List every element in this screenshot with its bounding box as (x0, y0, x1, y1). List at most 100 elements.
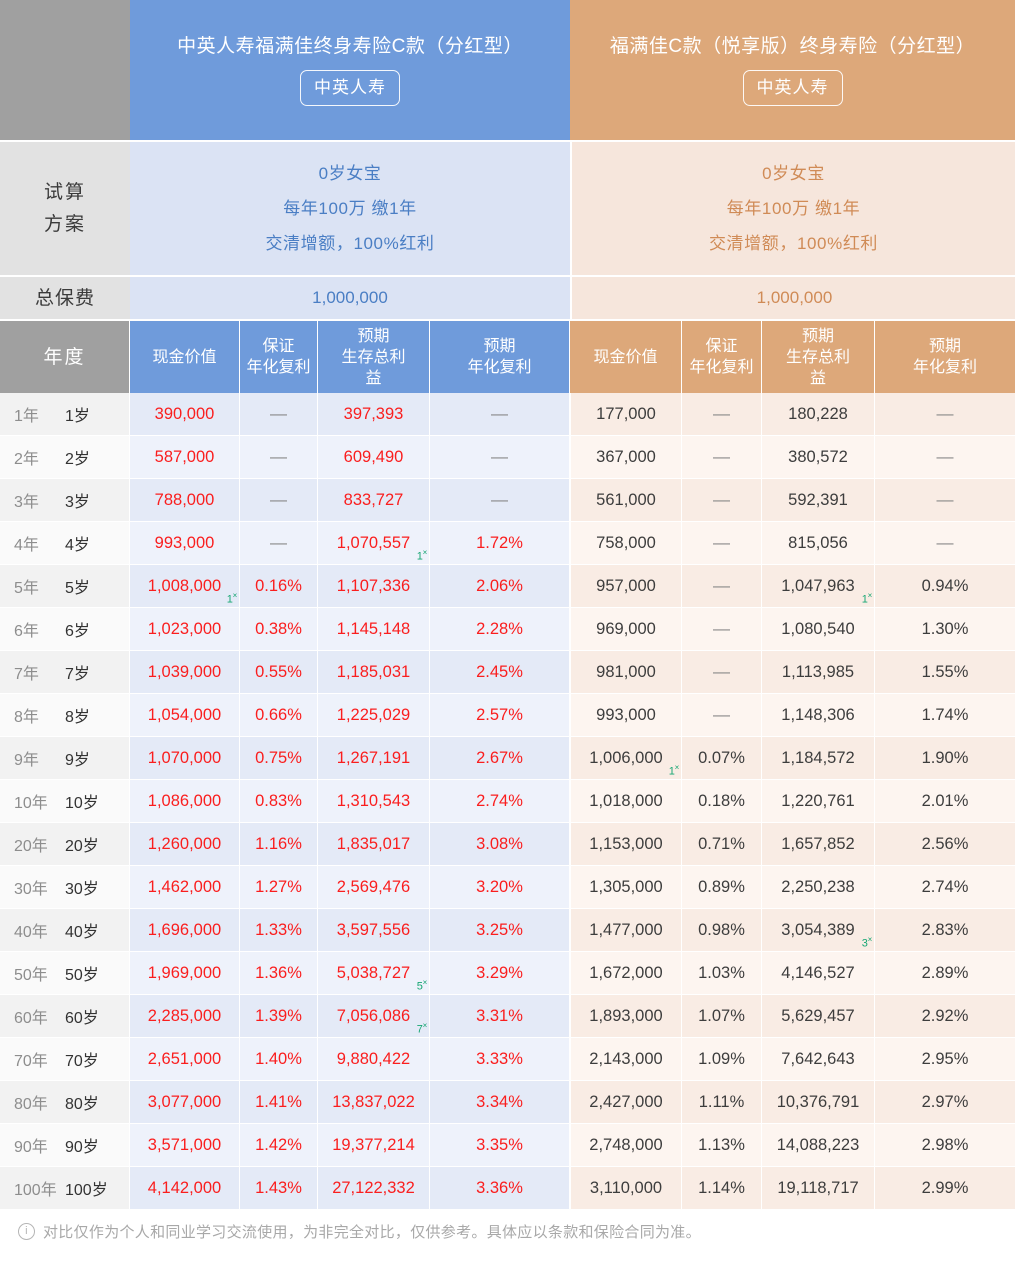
product-header-band: 中英人寿福满佳终身寿险C款（分红型） 中英人寿 福满佳C款（悦享版）终身寿险（分… (0, 0, 1015, 140)
column-header-right-expected-total: 预期 生存总利 益 (762, 321, 875, 393)
expected-total-line2-right: 生存总利 (785, 348, 850, 366)
cell-right-guaranteed-rate: 1.03% (682, 952, 762, 995)
cell-left-expected-rate: 2.57% (430, 694, 570, 737)
guaranteed-rate-line1-right: 保证 (705, 338, 738, 355)
row-age: 80岁 (65, 1096, 99, 1113)
cell-left-expected-rate: 1.72% (430, 522, 570, 565)
cell-left-guaranteed-rate: 1.16% (240, 823, 318, 866)
cell-left-expected-rate: 3.36% (430, 1167, 570, 1210)
cell-right-expected-total: 14,088,223 (762, 1124, 875, 1167)
cell-right-expected-total: 592,391 (762, 479, 875, 522)
plan-line-left-0: 0岁女宝 (318, 164, 382, 183)
cell-right-expected-rate: 2.95% (875, 1038, 1015, 1081)
plan-label-line1: 试算 (43, 181, 86, 203)
cell-right-guaranteed-rate: 0.71% (682, 823, 762, 866)
cell-left-guaranteed-rate: 0.55% (240, 651, 318, 694)
cell-right-cash-value: 367,000 (570, 436, 682, 479)
cell-left-guaranteed-rate: 1.43% (240, 1167, 318, 1210)
row-year: 30年 (14, 881, 48, 898)
cell-left-expected-total: 1,070,557 1× (318, 522, 430, 565)
row-age: 8岁 (65, 709, 90, 726)
cell-right-guaranteed-rate: 0.98% (682, 909, 762, 952)
cell-left-expected-rate: 3.33% (430, 1038, 570, 1081)
expected-rate-line2-right: 年化复利 (912, 359, 977, 376)
cell-right-expected-total: 1,657,852 (762, 823, 875, 866)
table-row: 90年 90岁 3,571,000 1.42% 19,377,214 3.35% 2,748… (0, 1124, 1015, 1167)
guaranteed-rate-line2: 年化复利 (246, 359, 311, 376)
row-age: 50岁 (65, 967, 99, 984)
plan-band: 试算 方案 0岁女宝 每年100万 缴1年 交清增额，100%红利 0岁女宝 每… (0, 140, 1015, 275)
cell-left-expected-total: 833,727 (318, 479, 430, 522)
cell-right-cash-value: 1,305,000 (570, 866, 682, 909)
table-row: 3年 3岁 788,000—833,727—561,000—592,391— (0, 479, 1015, 522)
multiplier-badge: 7× (416, 1021, 428, 1036)
cell-right-cash-value: 3,110,000 (570, 1167, 682, 1210)
cell-right-guaranteed-rate: — (682, 522, 762, 565)
cell-left-cash-value: 1,039,000 (130, 651, 240, 694)
cell-right-cash-value: 1,018,000 (570, 780, 682, 823)
cell-left-expected-total: 1,185,031 (318, 651, 430, 694)
cell-right-guaranteed-rate: 1.07% (682, 995, 762, 1038)
column-header-right-cash-value: 现金价值 (570, 321, 682, 393)
row-age: 4岁 (65, 537, 90, 554)
cell-right-guaranteed-rate: 1.13% (682, 1124, 762, 1167)
cell-left-expected-rate: 3.20% (430, 866, 570, 909)
header-corner-spacer (0, 0, 130, 140)
cell-right-guaranteed-rate: 0.07% (682, 737, 762, 780)
cell-right-cash-value: 2,748,000 (570, 1124, 682, 1167)
column-header-left-cash-value: 现金价值 (130, 321, 240, 393)
cell-left-guaranteed-rate: 0.66% (240, 694, 318, 737)
plan-row-label: 试算 方案 (0, 142, 130, 275)
cell-right-cash-value: 2,427,000 (570, 1081, 682, 1124)
row-year: 8年 (14, 709, 39, 726)
cell-left-expected-total: 609,490 (318, 436, 430, 479)
cell-left-expected-rate: 3.25% (430, 909, 570, 952)
cell-right-expected-rate: 2.89% (875, 952, 1015, 995)
cell-right-cash-value: 957,000 (570, 565, 682, 608)
row-year-age: 9年 9岁 (0, 737, 130, 780)
cell-right-cash-value: 993,000 (570, 694, 682, 737)
cell-left-expected-total: 5,038,727 5× (318, 952, 430, 995)
cell-left-expected-rate: 2.67% (430, 737, 570, 780)
row-age: 100岁 (65, 1182, 108, 1199)
cell-left-guaranteed-rate: 1.42% (240, 1124, 318, 1167)
row-year: 60年 (14, 1010, 48, 1027)
expected-total-line3-right: 益 (809, 369, 826, 387)
cell-right-guaranteed-rate: — (682, 436, 762, 479)
cell-right-cash-value: 2,143,000 (570, 1038, 682, 1081)
cell-right-expected-total: 4,146,527 (762, 952, 875, 995)
table-row: 50年 50岁 1,969,000 1.36% 5,038,727 5× 3.29% 1,67… (0, 952, 1015, 995)
cell-right-cash-value: 1,006,000 1× (570, 737, 682, 780)
cell-right-guaranteed-rate: 0.18% (682, 780, 762, 823)
cell-left-guaranteed-rate: 0.38% (240, 608, 318, 651)
cell-left-guaranteed-rate: — (240, 436, 318, 479)
cell-right-expected-rate: — (875, 479, 1015, 522)
row-year: 90年 (14, 1139, 48, 1156)
cell-left-expected-total: 1,225,029 (318, 694, 430, 737)
cell-right-cash-value: 561,000 (570, 479, 682, 522)
cell-left-cash-value: 3,077,000 (130, 1081, 240, 1124)
cell-right-cash-value: 981,000 (570, 651, 682, 694)
plan-details-right: 0岁女宝 每年100万 缴1年 交清增额，100%红利 (570, 142, 1015, 275)
cell-left-expected-total: 27,122,332 (318, 1167, 430, 1210)
cell-right-expected-total: 380,572 (762, 436, 875, 479)
cell-left-expected-total: 1,310,543 (318, 780, 430, 823)
row-year-age: 10年 10岁 (0, 780, 130, 823)
column-header-left-guaranteed-rate: 保证 年化复利 (240, 321, 318, 393)
table-row: 100年 100岁 4,142,000 1.43% 27,122,332 3.36% 3,1… (0, 1167, 1015, 1210)
table-row: 5年 5岁 1,008,000 1× 0.16% 1,107,336 2.06% 957,00… (0, 565, 1015, 608)
cell-right-guaranteed-rate: — (682, 393, 762, 436)
row-year-age: 20年 20岁 (0, 823, 130, 866)
cell-left-expected-rate: 3.34% (430, 1081, 570, 1124)
row-year: 5年 (14, 580, 39, 597)
cell-left-expected-total: 1,107,336 (318, 565, 430, 608)
row-age: 90岁 (65, 1139, 99, 1156)
table-row: 60年 60岁 2,285,000 1.39% 7,056,086 7× 3.31% 1,89… (0, 995, 1015, 1038)
row-age: 2岁 (65, 451, 90, 468)
cell-right-expected-total: 10,376,791 (762, 1081, 875, 1124)
cell-left-guaranteed-rate: 1.33% (240, 909, 318, 952)
cell-right-guaranteed-rate: — (682, 608, 762, 651)
cell-left-cash-value: 2,285,000 (130, 995, 240, 1038)
column-header-year: 年度 (0, 321, 130, 393)
cell-left-cash-value: 788,000 (130, 479, 240, 522)
